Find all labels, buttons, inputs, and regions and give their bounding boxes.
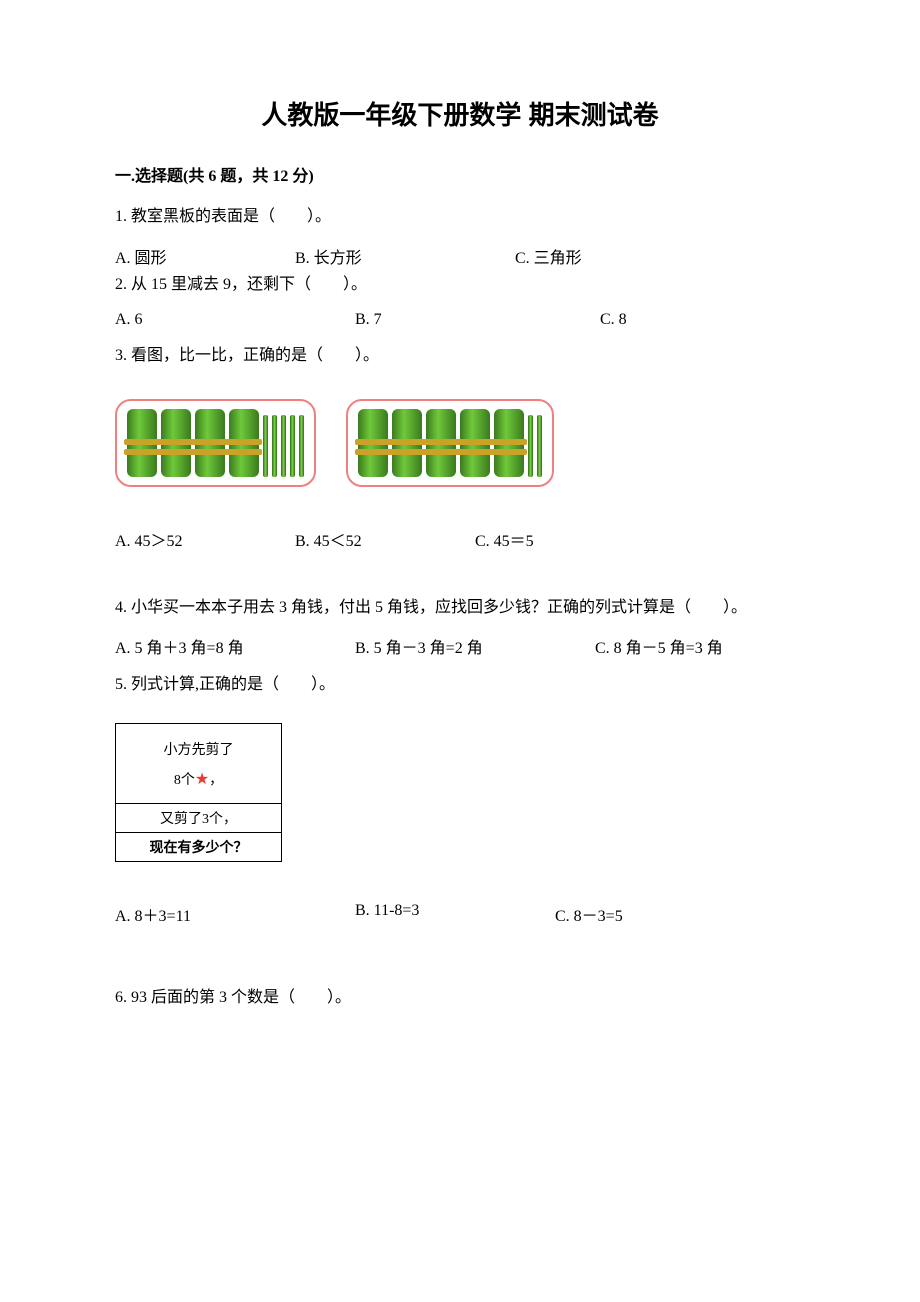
q2-opt-b: B. 7 xyxy=(355,311,600,329)
q5-line1b-suffix: ， xyxy=(209,773,223,788)
q6-text: 6. 93 后面的第 3 个数是（ ）。 xyxy=(115,985,805,1011)
bundle-icon xyxy=(460,409,490,477)
q3-opt-c: C. 45＝5 xyxy=(475,527,534,551)
exam-page: 人教版一年级下册数学 期末测试卷 一.选择题(共 6 题，共 12 分) 1. … xyxy=(0,0,920,1075)
stick-icon xyxy=(281,415,286,477)
bundle-icon xyxy=(494,409,524,477)
q5-text: 5. 列式计算,正确的是（ ）。 xyxy=(115,672,805,698)
q1-options: A. 圆形 B. 长方形 C. 三角形 xyxy=(115,244,805,268)
q4-text: 4. 小华买一本本子用去 3 角钱，付出 5 角钱，应找回多少钱？正确的列式计算… xyxy=(115,595,805,621)
star-icon: ★ xyxy=(195,771,209,788)
page-title: 人教版一年级下册数学 期末测试卷 xyxy=(115,95,805,132)
q4-options: A. 5 角＋3 角=8 角 B. 5 角－3 角=2 角 C. 8 角－5 角… xyxy=(115,634,805,658)
q3-opt-b: B. 45＜52 xyxy=(295,527,475,551)
stick-icon xyxy=(299,415,304,477)
q2-text: 2. 从 15 里减去 9，还剩下（ ）。 xyxy=(115,272,805,298)
stick-icon xyxy=(537,415,542,477)
q5-line1b-prefix: 8个 xyxy=(174,773,195,788)
q3-panel-right xyxy=(346,399,554,487)
q2-opt-c: C. 8 xyxy=(600,311,627,329)
q4-opt-b: B. 5 角－3 角=2 角 xyxy=(355,634,595,658)
q4-opt-a: A. 5 角＋3 角=8 角 xyxy=(115,634,355,658)
section-header: 一.选择题(共 6 题，共 12 分) xyxy=(115,162,805,186)
q3-text: 3. 看图，比一比，正确的是（ ）。 xyxy=(115,343,805,369)
bundle-icon xyxy=(127,409,157,477)
stick-icon xyxy=(272,415,277,477)
q1-opt-b: B. 长方形 xyxy=(295,244,515,268)
bundle-icon xyxy=(161,409,191,477)
q5-opt-c: C. 8－3=5 xyxy=(555,902,623,926)
q2-opt-a: A. 6 xyxy=(115,311,355,329)
q3-opt-a: A. 45＞52 xyxy=(115,527,295,551)
q1-opt-c: C. 三角形 xyxy=(515,244,582,268)
q5-box-row3: 现在有多少个？ xyxy=(116,832,281,861)
q5-options: A. 8＋3=11 B. 11-8=3 C. 8－3=5 xyxy=(115,902,805,926)
q2-options: A. 6 B. 7 C. 8 xyxy=(115,311,805,329)
q5-opt-b: B. 11-8=3 xyxy=(355,902,555,926)
bundle-icon xyxy=(229,409,259,477)
q5-box-row2: 又剪了3个， xyxy=(116,803,281,832)
q3-figure xyxy=(115,399,805,487)
stick-icon xyxy=(263,415,268,477)
q3-options: A. 45＞52 B. 45＜52 C. 45＝5 xyxy=(115,527,805,551)
stick-icon xyxy=(528,415,533,477)
stick-icon xyxy=(290,415,295,477)
q5-box-row1: 小方先剪了 8个★， xyxy=(116,724,281,803)
bundle-icon xyxy=(426,409,456,477)
bundle-icon xyxy=(358,409,388,477)
q5-word-problem-box: 小方先剪了 8个★， 又剪了3个， 现在有多少个？ xyxy=(115,723,282,862)
q5-opt-a: A. 8＋3=11 xyxy=(115,902,355,926)
bundle-icon xyxy=(392,409,422,477)
q4-opt-c: C. 8 角－5 角=3 角 xyxy=(595,634,723,658)
bundle-icon xyxy=(195,409,225,477)
q3-panel-left xyxy=(115,399,316,487)
q1-opt-a: A. 圆形 xyxy=(115,244,295,268)
q5-line1a: 小方先剪了 xyxy=(164,743,234,758)
q1-text: 1. 教室黑板的表面是（ ）。 xyxy=(115,204,805,230)
